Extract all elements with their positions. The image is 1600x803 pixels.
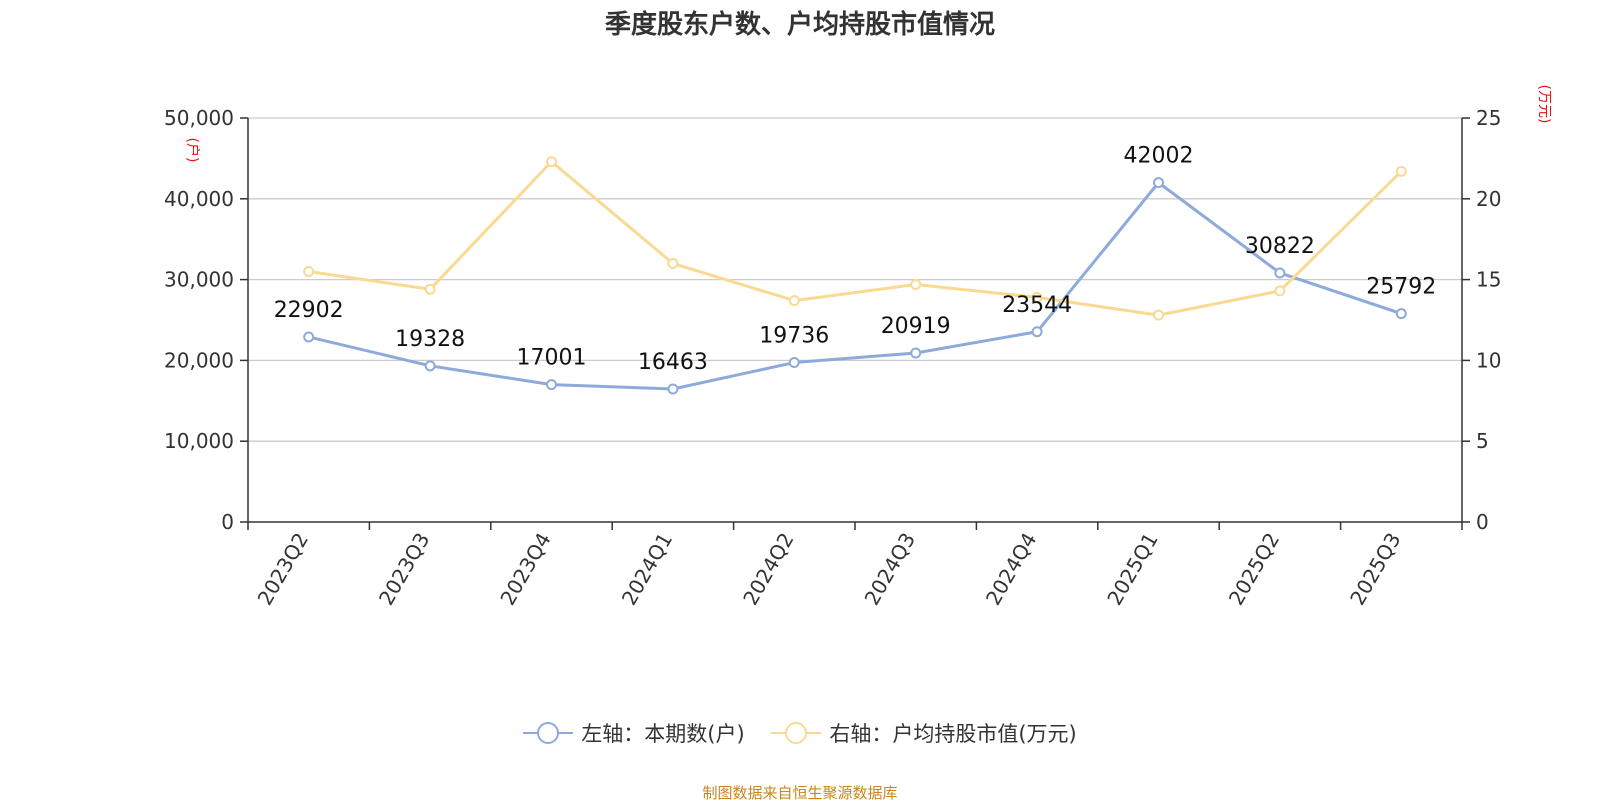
data-point-left bbox=[1395, 308, 1407, 320]
data-point-right bbox=[1274, 285, 1286, 297]
data-label: 25792 bbox=[1366, 275, 1436, 300]
x-tick-label: 2024Q1 bbox=[617, 529, 677, 610]
legend-item-right[interactable]: 右轴：户均持股市值(万元) bbox=[771, 718, 1077, 748]
data-point-right bbox=[303, 266, 315, 278]
y-right-tick-label: 10 bbox=[1476, 348, 1501, 372]
data-source-footer: 制图数据来自恒生聚源数据库 bbox=[702, 784, 898, 802]
y-left-tick-label: 30,000 bbox=[164, 268, 234, 292]
legend-swatch-right bbox=[771, 722, 822, 744]
data-label: 42002 bbox=[1124, 144, 1194, 169]
y-right-tick-label: 20 bbox=[1476, 187, 1501, 211]
data-point-right bbox=[424, 283, 436, 295]
data-point-right bbox=[1395, 165, 1407, 177]
y-right-tick-label: 25 bbox=[1476, 106, 1501, 130]
y-left-tick-label: 20,000 bbox=[164, 348, 234, 372]
x-tick-label: 2025Q2 bbox=[1224, 529, 1284, 610]
chart-title: 季度股东户数、户均持股市值情况 bbox=[604, 10, 995, 40]
legend: 左轴：本期数(户) 右轴：户均持股市值(万元) bbox=[0, 718, 1600, 750]
data-point-right bbox=[910, 278, 922, 290]
x-tick-label: 2024Q2 bbox=[738, 529, 798, 610]
data-point-right bbox=[788, 295, 800, 307]
data-point-left bbox=[1031, 326, 1043, 338]
x-tick-label: 2025Q1 bbox=[1102, 529, 1162, 610]
y-right-tick-label: 15 bbox=[1476, 268, 1501, 292]
data-label: 23544 bbox=[1002, 293, 1072, 318]
x-tick-label: 2023Q4 bbox=[495, 529, 555, 610]
data-point-right bbox=[1031, 291, 1043, 303]
series-line-left bbox=[308, 181, 1402, 391]
data-label: 22902 bbox=[274, 298, 344, 323]
y-right-tick-label: 0 bbox=[1476, 510, 1489, 534]
data-point-left bbox=[788, 357, 800, 369]
y-left-tick-label: 0 bbox=[221, 510, 234, 534]
data-point-left bbox=[910, 347, 922, 359]
data-label: 17001 bbox=[517, 346, 587, 371]
x-tick-label: 2024Q3 bbox=[860, 529, 920, 610]
legend-label-left: 左轴：本期数(户) bbox=[581, 722, 745, 746]
data-point-left bbox=[424, 360, 436, 372]
y-left-unit: (户) bbox=[184, 138, 201, 163]
y-left-tick-label: 10,000 bbox=[164, 429, 234, 453]
data-label: 20919 bbox=[881, 314, 951, 339]
data-point-left bbox=[546, 379, 557, 391]
y-right-tick-label: 5 bbox=[1476, 429, 1489, 453]
x-tick-label: 2024Q4 bbox=[981, 529, 1041, 610]
data-label: 16463 bbox=[638, 350, 708, 375]
data-point-right bbox=[1153, 309, 1164, 321]
data-point-left bbox=[1274, 267, 1286, 279]
y-right-unit: (万元) bbox=[1536, 85, 1552, 124]
data-point-left bbox=[303, 331, 315, 343]
data-point-right bbox=[667, 257, 679, 269]
data-point-left bbox=[1153, 177, 1164, 189]
y-left-tick-label: 50,000 bbox=[164, 106, 234, 130]
legend-swatch-left bbox=[523, 722, 574, 744]
legend-label-right: 右轴：户均持股市值(万元) bbox=[829, 722, 1077, 746]
data-point-left bbox=[667, 383, 679, 395]
legend-item-left[interactable]: 左轴：本期数(户) bbox=[523, 718, 745, 748]
data-label: 30822 bbox=[1245, 234, 1315, 259]
data-point-right bbox=[546, 156, 557, 168]
y-left-tick-label: 40,000 bbox=[164, 187, 234, 211]
data-label: 19736 bbox=[759, 324, 829, 349]
x-tick-label: 2023Q3 bbox=[374, 529, 434, 610]
series-line-right bbox=[308, 160, 1403, 317]
data-label: 19328 bbox=[395, 327, 465, 352]
x-tick-label: 2025Q3 bbox=[1345, 529, 1405, 610]
x-tick-label: 2023Q2 bbox=[253, 529, 313, 610]
